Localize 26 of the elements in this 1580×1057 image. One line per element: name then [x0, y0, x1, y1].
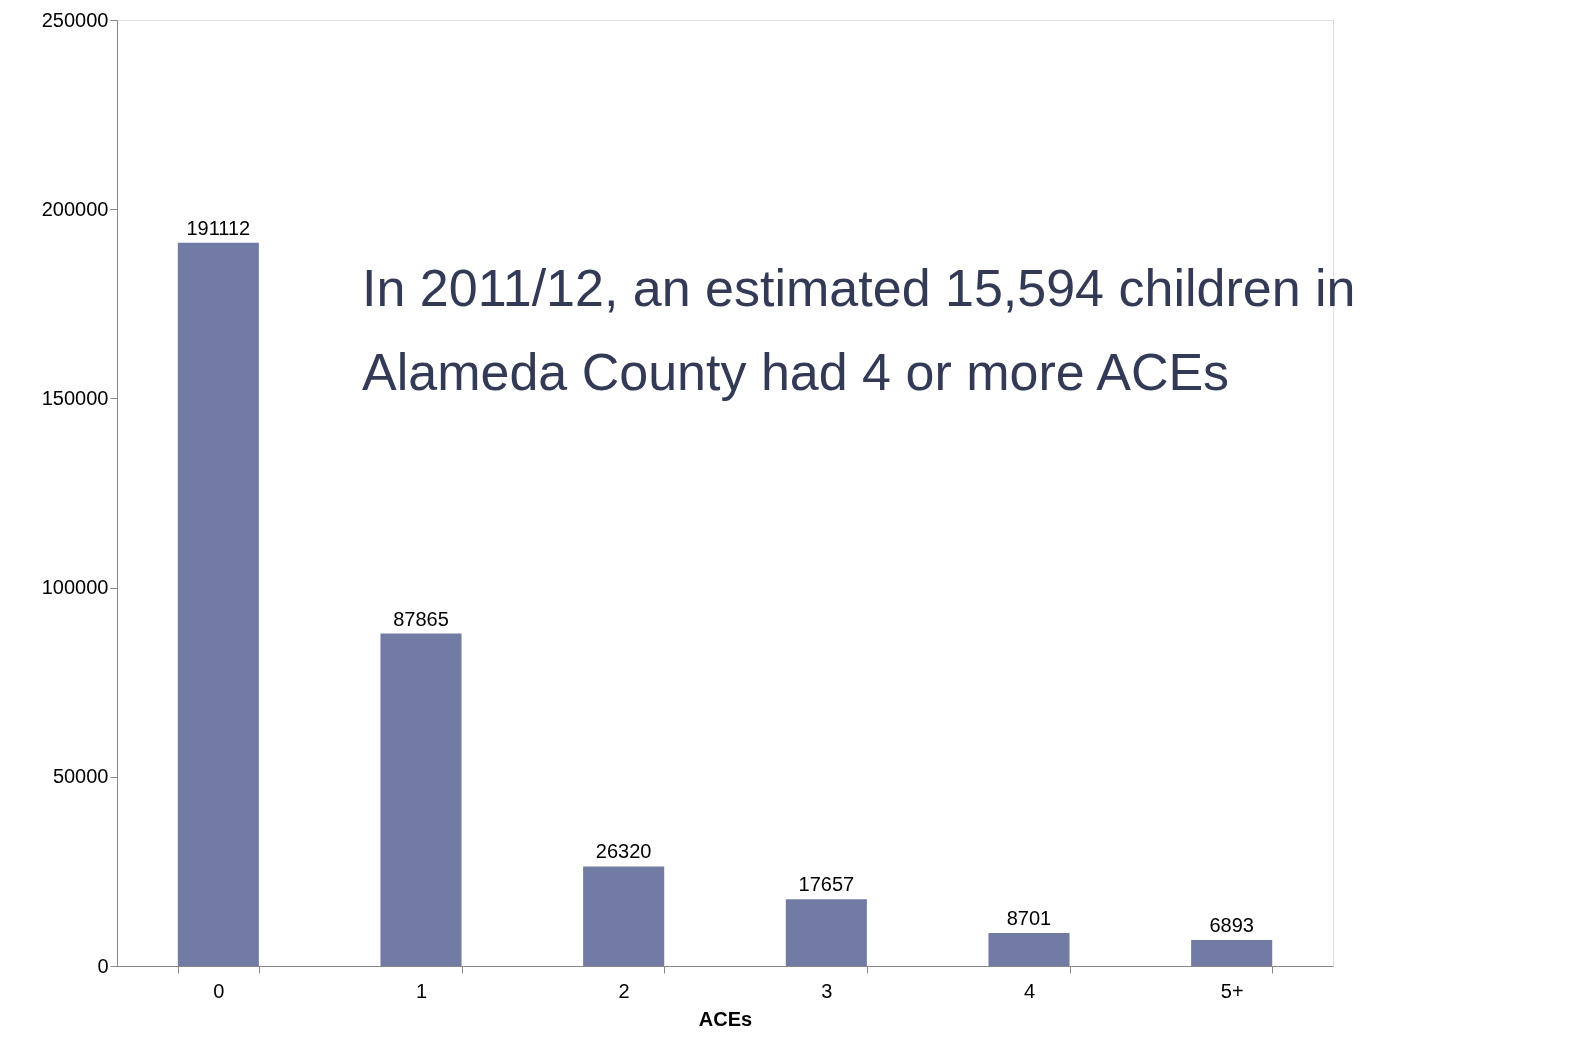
data-label: 8701	[1006, 907, 1052, 930]
bar	[177, 242, 259, 966]
x-tick-label: 3	[821, 979, 833, 1002]
bar	[583, 866, 665, 966]
y-tick-label: 150000	[41, 386, 109, 409]
x-tick-label: 1	[415, 979, 428, 1002]
x-axis-title: ACEs	[698, 1007, 753, 1030]
y-tick-label: 250000	[41, 8, 109, 31]
x-tick-label: 5+	[1220, 979, 1244, 1002]
y-tick-label: 100000	[41, 576, 109, 599]
bar	[988, 933, 1070, 966]
y-tick-label: 50000	[52, 765, 109, 788]
bar	[1191, 939, 1273, 966]
bar	[785, 899, 867, 966]
x-tick-label: 0	[213, 979, 225, 1002]
data-label: 191112	[186, 216, 251, 239]
data-label: 87865	[393, 607, 449, 630]
data-label: 17657	[798, 873, 855, 896]
annotation: In 2011/12, an estimated 15,594 children in Alameda County had 4 or more ACEs	[362, 259, 1356, 401]
x-tick-label: 2	[618, 979, 630, 1002]
y-tick-label: 0	[97, 954, 109, 977]
bar	[380, 633, 462, 966]
y-tick-label: 200000	[41, 197, 109, 220]
data-label: 6893	[1209, 913, 1254, 936]
data-label: 26320	[595, 840, 652, 863]
x-tick-label: 4	[1023, 979, 1036, 1002]
